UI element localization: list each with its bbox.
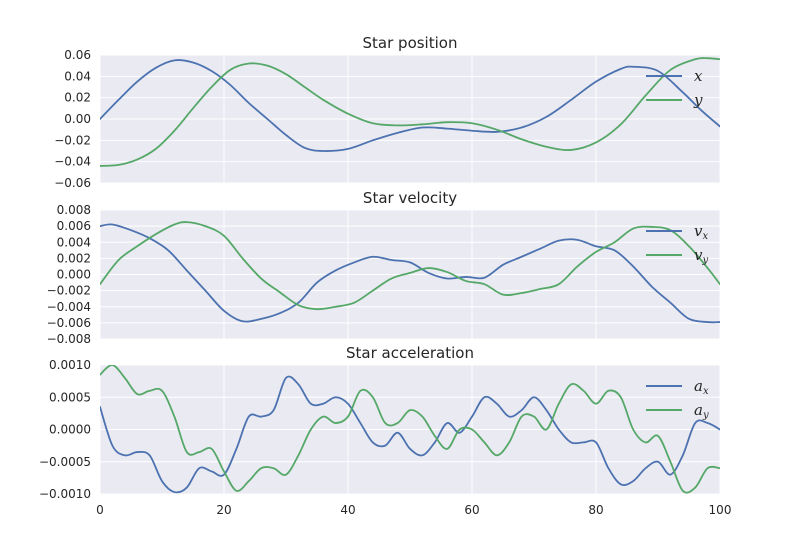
series-line-a-x bbox=[100, 375, 720, 494]
y-tick-label: −0.02 bbox=[54, 133, 91, 147]
y-tick-label: −0.04 bbox=[54, 155, 91, 169]
x-tick-label: 20 bbox=[216, 503, 231, 517]
y-tick-label: 0.04 bbox=[64, 69, 91, 83]
x-tick-label: 80 bbox=[588, 503, 603, 517]
chart-title: Star position bbox=[363, 34, 458, 52]
y-tick-label: 0.004 bbox=[57, 235, 91, 249]
y-tick-label: 0.02 bbox=[64, 91, 91, 105]
y-tick-label: 0.00 bbox=[64, 112, 91, 126]
y-tick-label: 0.0000 bbox=[49, 423, 91, 437]
x-tick-label: 40 bbox=[340, 503, 355, 517]
x-tick-label: 0 bbox=[96, 503, 104, 517]
panel-2: Star acceleration −0.0010 −0.0005 0.0000 0.0… bbox=[39, 344, 732, 517]
y-tick-label: −0.002 bbox=[47, 284, 91, 298]
y-tick-label: −0.0010 bbox=[39, 487, 91, 501]
panel-0: Star position −0.06 −0.04 −0.02 0.00 0.02 0.04… bbox=[54, 34, 721, 190]
legend-label: y bbox=[693, 91, 703, 109]
chart-title: Star acceleration bbox=[346, 344, 474, 362]
y-tick-label: −0.004 bbox=[47, 300, 91, 314]
y-tick-label: −0.008 bbox=[47, 332, 91, 346]
y-tick-label: 0.000 bbox=[57, 268, 91, 282]
y-tick-label: −0.006 bbox=[47, 316, 91, 330]
y-tick-label: −0.06 bbox=[54, 176, 91, 190]
x-tick-label: 60 bbox=[464, 503, 479, 517]
y-tick-label: 0.008 bbox=[57, 203, 91, 217]
legend-label: x bbox=[694, 67, 703, 85]
panel-1: Star velocity −0.008 −0.006 −0.004 −0.002 0.0… bbox=[47, 189, 721, 346]
x-tick-label: 100 bbox=[709, 503, 732, 517]
y-tick-label: 0.002 bbox=[57, 251, 91, 265]
y-tick-label: 0.0005 bbox=[49, 390, 91, 404]
y-tick-label: −0.0005 bbox=[39, 455, 91, 469]
series-line-y bbox=[100, 57, 720, 167]
series-line-a-y bbox=[100, 365, 720, 494]
series-line-v-x bbox=[100, 223, 720, 324]
chart-title: Star velocity bbox=[363, 189, 457, 207]
y-tick-label: 0.006 bbox=[57, 219, 91, 233]
series-line-v-y bbox=[100, 221, 720, 311]
series-line-x bbox=[100, 59, 720, 152]
y-tick-label: 0.06 bbox=[64, 48, 91, 62]
y-tick-label: 0.0010 bbox=[49, 358, 91, 372]
